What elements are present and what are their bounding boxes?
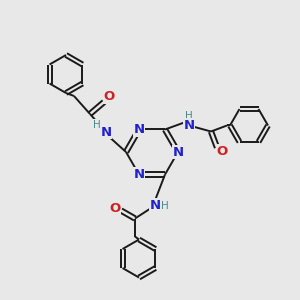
Text: N: N xyxy=(134,168,145,181)
Text: H: H xyxy=(93,120,101,130)
Text: O: O xyxy=(103,91,115,103)
Text: N: N xyxy=(100,125,112,139)
Text: O: O xyxy=(216,145,228,158)
Text: N: N xyxy=(183,119,195,132)
Text: O: O xyxy=(110,202,121,215)
Text: N: N xyxy=(149,199,161,212)
Text: N: N xyxy=(172,146,184,158)
Text: H: H xyxy=(185,112,193,122)
Text: H: H xyxy=(161,200,169,211)
Text: N: N xyxy=(134,123,145,136)
